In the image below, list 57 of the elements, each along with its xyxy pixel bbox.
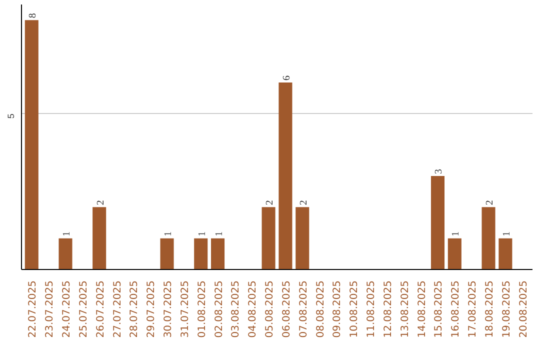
- bar: [24, 20, 38, 270]
- x-tick-label: 23.07.2025: [44, 280, 56, 338]
- x-tick-label: 17.08.2025: [468, 280, 479, 338]
- x-tick-label: 16.08.2025: [450, 280, 462, 338]
- x-tick-label: 19.08.2025: [501, 280, 512, 338]
- x-tick-label: 08.08.2025: [315, 280, 326, 338]
- x-tick-label: 20.08.2025: [518, 280, 530, 338]
- data-label: 8: [28, 13, 39, 18]
- x-tick-label: 30.07.2025: [163, 280, 174, 338]
- data-label: 2: [95, 200, 106, 206]
- x-tick-label: 13.08.2025: [400, 280, 411, 338]
- data-label: 3: [434, 168, 445, 174]
- x-tick-label: 28.07.2025: [129, 280, 140, 338]
- data-label: 1: [61, 231, 72, 236]
- x-tick-label: 22.07.2025: [28, 280, 39, 338]
- x-tick-label: 12.08.2025: [382, 280, 394, 338]
- x-tick-label: 04.08.2025: [248, 280, 259, 338]
- x-tick-label: 09.08.2025: [332, 280, 344, 338]
- bar: [498, 238, 512, 270]
- x-tick-label: 03.08.2025: [230, 280, 242, 338]
- x-tick-label: 15.08.2025: [434, 280, 445, 338]
- bar: [278, 82, 292, 270]
- bar: [194, 238, 208, 270]
- bar: [58, 238, 72, 270]
- bar: [430, 176, 445, 270]
- bar: [211, 238, 225, 270]
- data-label: 6: [281, 75, 292, 80]
- bar: [262, 207, 276, 270]
- x-tick-label: 07.08.2025: [298, 280, 310, 338]
- x-tick-label: 14.08.2025: [416, 280, 428, 338]
- x-tick-label: 27.07.2025: [112, 280, 124, 338]
- bar: [296, 207, 310, 270]
- bar: [160, 238, 174, 270]
- data-label: 1: [450, 231, 462, 236]
- x-tick-label: 01.08.2025: [196, 280, 208, 338]
- data-label: 1: [501, 231, 512, 236]
- y-tick-label: 5: [6, 114, 16, 119]
- x-tick-label: 31.07.2025: [180, 280, 191, 338]
- bar: [92, 207, 106, 270]
- data-label: 1: [163, 231, 174, 236]
- x-tick-label: 11.08.2025: [366, 280, 378, 338]
- x-tick-label: 05.08.2025: [264, 280, 276, 338]
- data-label: 1: [214, 231, 225, 236]
- x-tick-label: 29.07.2025: [146, 280, 158, 338]
- x-tick-label: 10.08.2025: [349, 280, 360, 338]
- data-label: 2: [264, 200, 276, 206]
- bar: [482, 207, 496, 270]
- x-tick-label: 02.08.2025: [214, 280, 225, 338]
- data-label: 2: [484, 200, 496, 206]
- x-tick-label: 24.07.2025: [61, 280, 72, 338]
- data-label: 1: [196, 231, 208, 236]
- bar: [448, 238, 462, 270]
- x-tick-label: 18.08.2025: [484, 280, 496, 338]
- x-tick-label: 06.08.2025: [281, 280, 292, 338]
- x-tick-label: 25.07.2025: [78, 280, 90, 338]
- data-label: 2: [298, 200, 310, 206]
- x-tick-label: 26.07.2025: [95, 280, 106, 338]
